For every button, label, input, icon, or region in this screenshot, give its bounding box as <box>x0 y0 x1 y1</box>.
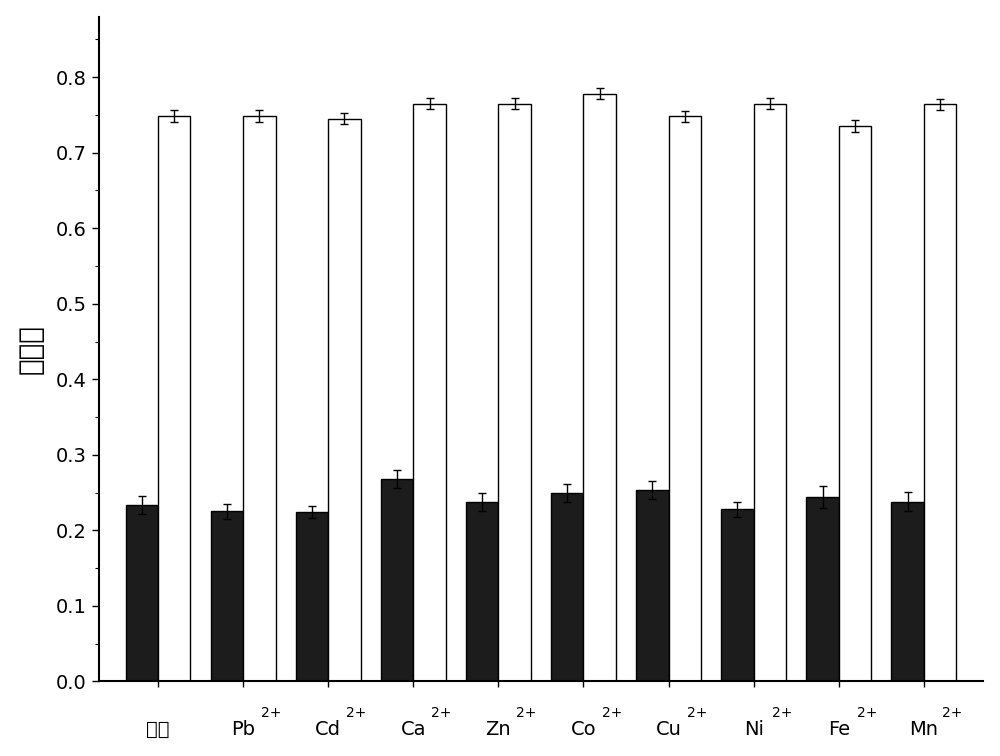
Text: Mn: Mn <box>909 720 938 739</box>
Bar <box>466 503 498 681</box>
Bar <box>211 512 243 681</box>
Bar <box>806 497 839 681</box>
Text: 2+: 2+ <box>431 706 452 720</box>
Bar <box>583 94 616 681</box>
Bar <box>296 513 328 681</box>
Text: 2+: 2+ <box>261 706 282 720</box>
Bar <box>924 104 956 681</box>
Text: Ni: Ni <box>744 720 764 739</box>
Text: 2+: 2+ <box>857 706 877 720</box>
Bar <box>721 510 754 681</box>
Bar <box>839 126 871 681</box>
Text: Ca: Ca <box>401 720 426 739</box>
Text: 2+: 2+ <box>772 706 792 720</box>
Bar <box>243 116 276 681</box>
Y-axis label: 吸光度: 吸光度 <box>17 324 45 374</box>
Bar <box>551 493 583 681</box>
Bar <box>669 116 701 681</box>
Text: Zn: Zn <box>486 720 511 739</box>
Bar <box>126 505 158 681</box>
Text: 2+: 2+ <box>602 706 622 720</box>
Bar <box>636 490 669 681</box>
Text: 2+: 2+ <box>516 706 537 720</box>
Text: 2+: 2+ <box>346 706 367 720</box>
Bar <box>158 116 190 681</box>
Text: Fe: Fe <box>828 720 850 739</box>
Bar <box>328 119 361 681</box>
Text: Co: Co <box>571 720 596 739</box>
Text: Cd: Cd <box>315 720 341 739</box>
Bar <box>754 104 786 681</box>
Text: 空白: 空白 <box>146 720 170 739</box>
Bar <box>498 104 531 681</box>
Bar <box>891 502 924 681</box>
Text: Pb: Pb <box>231 720 255 739</box>
Bar <box>381 479 413 681</box>
Text: Cu: Cu <box>656 720 682 739</box>
Text: 2+: 2+ <box>687 706 707 720</box>
Text: 2+: 2+ <box>942 706 962 720</box>
Bar <box>413 104 446 681</box>
